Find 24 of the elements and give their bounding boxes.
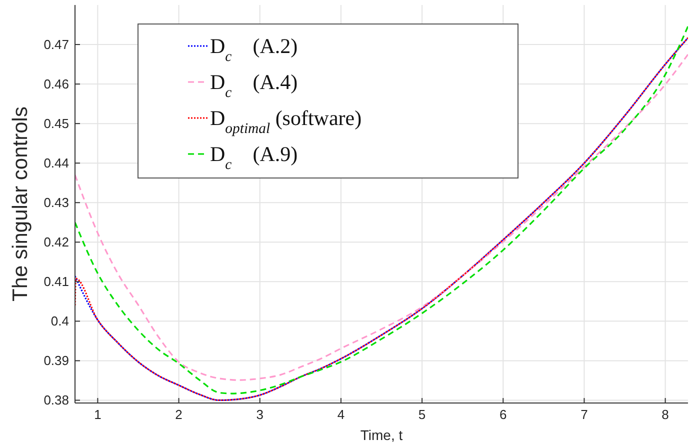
- x-tick-label: 2: [175, 407, 182, 422]
- text: D$_{c}$ (A.2): [210, 34, 298, 65]
- x-tick-label: 8: [662, 407, 669, 422]
- text: D$_{c}$ (A.4): [210, 70, 298, 101]
- y-tick-label: 0.41: [44, 274, 69, 290]
- y-tick-label: 0.45: [44, 116, 69, 132]
- y-tick-label: 0.39: [44, 353, 69, 368]
- x-tick-label: 6: [500, 407, 507, 422]
- y-tick-label: 0.38: [44, 392, 69, 408]
- x-tick-label: 3: [256, 407, 264, 422]
- x-tick-label: 1: [94, 407, 102, 422]
- y-tick-label: 0.46: [44, 76, 69, 92]
- x-tick-label: 7: [580, 407, 588, 422]
- x-tick-label: 5: [418, 407, 426, 422]
- y-tick-label: 0.43: [44, 195, 69, 210]
- y-tick-label: 0.47: [44, 37, 69, 52]
- x-tick-label: 4: [337, 407, 345, 422]
- text: D$_{c}$ (A.9): [210, 142, 298, 173]
- y-tick-label: 0.44: [44, 156, 69, 171]
- x-axis-title: Time, t: [360, 427, 403, 443]
- y-tick-label: 0.4: [50, 314, 69, 329]
- y-axis-title: The singular controls: [9, 106, 32, 302]
- legend-label: D$_{optimal}$ (software): [210, 106, 362, 137]
- y-tick-label: 0.42: [44, 234, 69, 250]
